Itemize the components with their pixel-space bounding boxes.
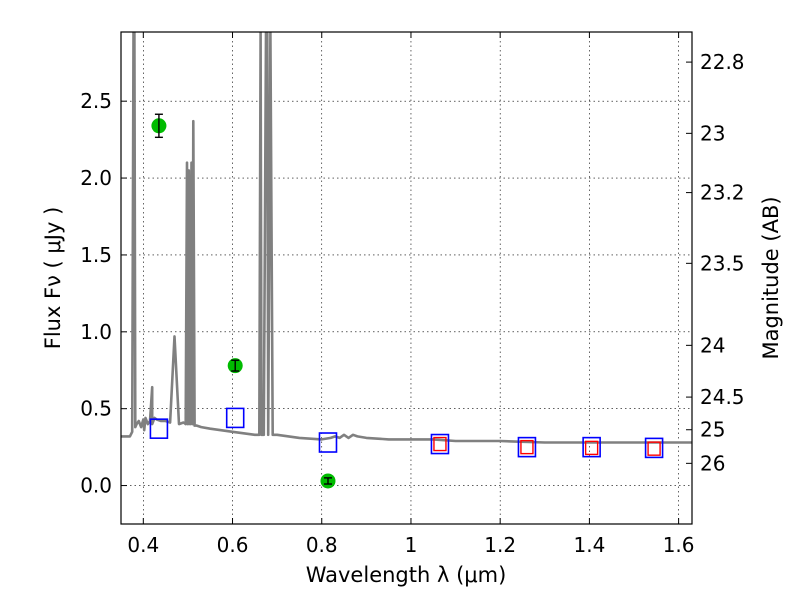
x-tick-label: 1.4 <box>573 533 605 557</box>
y-tick-label: 1.0 <box>80 320 112 344</box>
y-tick-label: 2.0 <box>80 166 112 190</box>
model-spectrum-line <box>121 32 692 444</box>
model-flux-square-red <box>433 436 447 452</box>
model-flux-square-red <box>647 441 661 456</box>
y2-axis-label: Magnitude (AB) <box>759 196 783 359</box>
model-flux-square-blue <box>582 436 601 458</box>
y-tick-label: 2.5 <box>80 89 112 113</box>
x-tick-label: 0.8 <box>306 533 338 557</box>
model-flux-square-blue <box>644 437 664 459</box>
mag-tick-label: 23.2 <box>700 181 745 205</box>
axis-ticks: 0.4 0.6 0.8 1 1.2 1.4 1.6 0.0 0.5 1.0 1.5 2.0 2.5 22.… <box>80 32 745 557</box>
mag-tick-label: 24 <box>700 333 725 357</box>
mag-tick-label: 25 <box>700 418 725 442</box>
mag-tick-label: 23 <box>700 121 725 145</box>
mag-tick-label: 26 <box>700 451 725 475</box>
model-flux-square-blue <box>318 432 338 453</box>
y-axis-label: Flux Fν ( μJy ) <box>41 207 65 350</box>
x-tick-label: 0.4 <box>127 533 159 557</box>
x-tick-label: 1.6 <box>663 533 695 557</box>
model-flux-square-blue <box>149 418 169 439</box>
x-tick-label: 0.6 <box>217 533 249 557</box>
model-flux-square-blue <box>225 407 245 429</box>
model-flux-square-red <box>584 440 599 456</box>
mag-tick-label: 23.5 <box>700 251 745 275</box>
plot-area <box>121 32 692 489</box>
x-tick-label: 1 <box>405 533 418 557</box>
axes-frame <box>120 31 693 525</box>
mag-tick-label: 22.8 <box>700 50 745 74</box>
y-tick-label: 0.5 <box>80 397 112 421</box>
x-tick-label: 1.2 <box>484 533 516 557</box>
y-tick-label: 1.5 <box>80 243 112 267</box>
x-axis-label: Wavelength λ (μm) <box>306 563 507 587</box>
model-flux-square-red <box>520 439 534 455</box>
mag-tick-label: 24.5 <box>700 385 745 409</box>
model-flux-square-blue <box>517 436 537 458</box>
model-flux-square-blue <box>430 433 450 455</box>
y-tick-label: 0.0 <box>80 474 112 498</box>
